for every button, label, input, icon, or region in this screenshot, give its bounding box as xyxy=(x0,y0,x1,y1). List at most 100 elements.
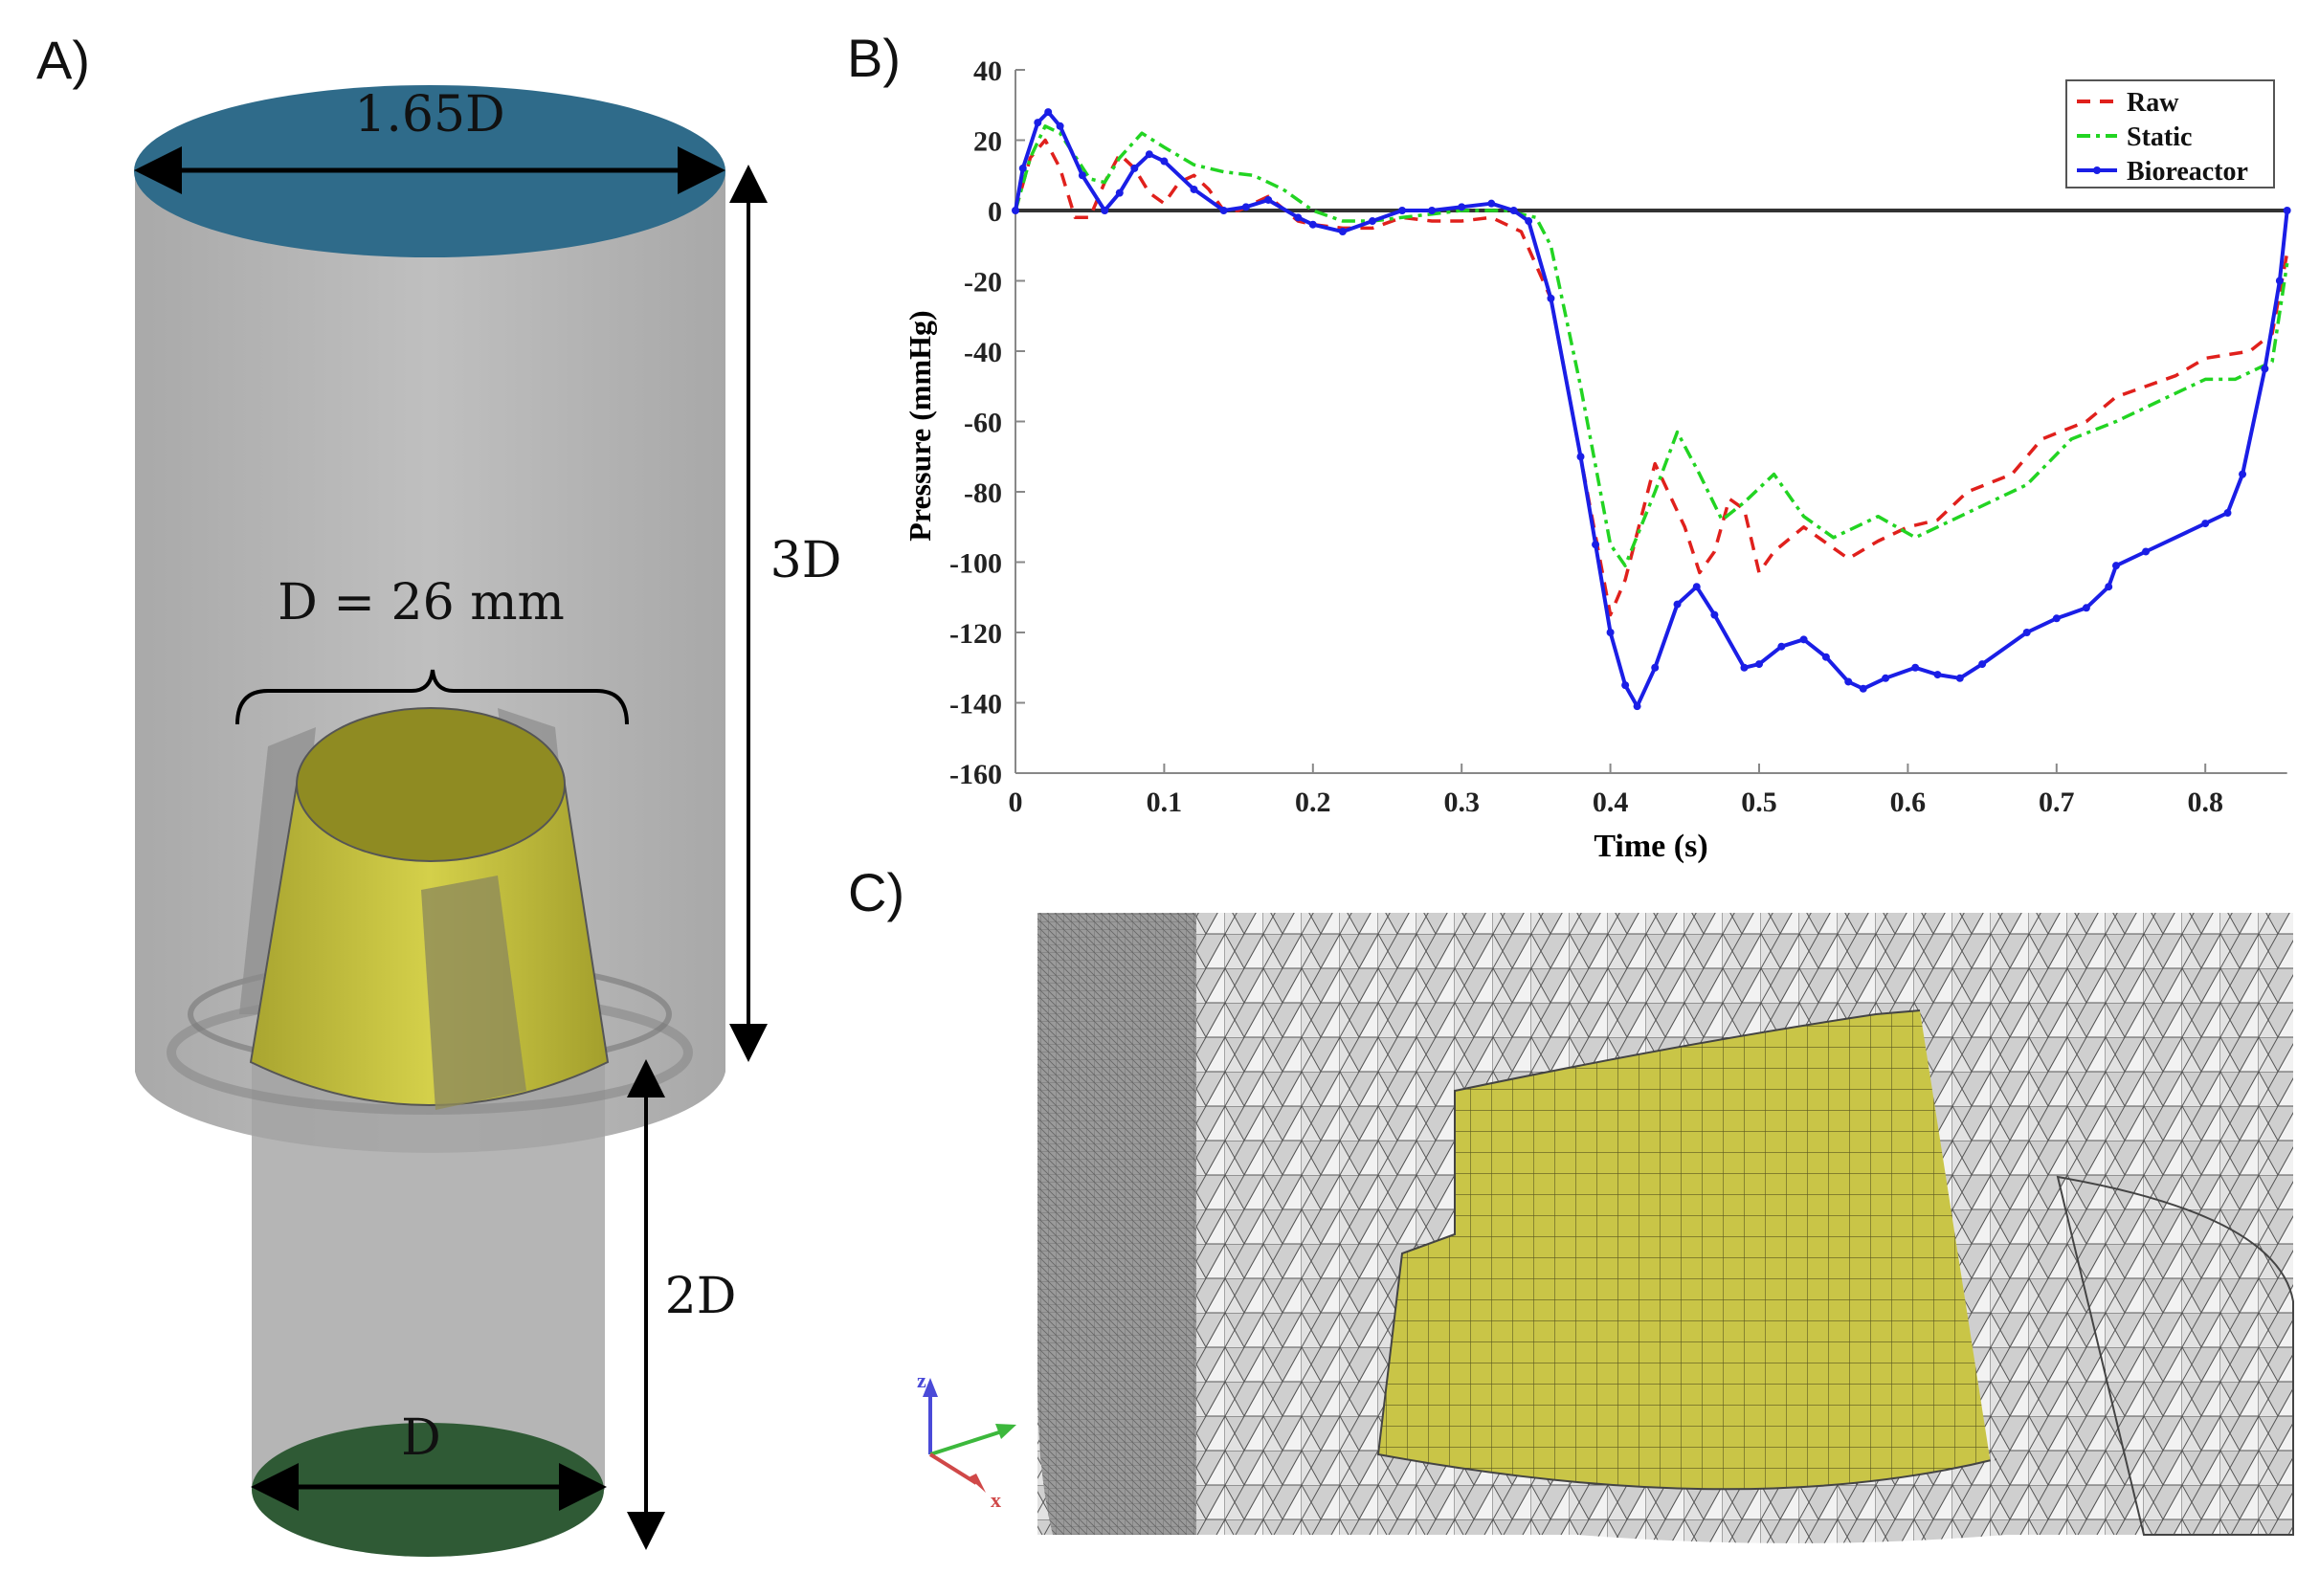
data-point xyxy=(2223,509,2232,518)
data-point xyxy=(1160,157,1169,166)
data-point xyxy=(1692,583,1701,591)
y-tick-label: 0 xyxy=(988,196,1002,228)
data-point xyxy=(1338,228,1347,236)
series-line-bioreactor xyxy=(1014,110,2289,709)
data-point xyxy=(2022,629,2031,636)
data-point xyxy=(1241,203,1250,211)
data-point xyxy=(1777,642,1786,651)
data-point xyxy=(1115,188,1124,197)
lower-cylinder xyxy=(252,1053,605,1490)
data-point xyxy=(2105,583,2113,591)
data-point xyxy=(2142,547,2151,556)
data-point xyxy=(2082,604,2090,612)
x-axis-label: Time (s) xyxy=(1594,829,1707,864)
data-point xyxy=(1592,541,1600,549)
data-point xyxy=(1078,171,1086,180)
legend-label: Static xyxy=(2127,122,2192,152)
y-tick-label: -20 xyxy=(964,267,1002,299)
x-tick-label: 0.5 xyxy=(1741,787,1777,818)
y-tick-label: 40 xyxy=(973,55,1002,87)
data-point xyxy=(1844,677,1853,686)
data-point xyxy=(2239,470,2247,478)
y-tick-label: -80 xyxy=(964,477,1002,509)
data-point xyxy=(1398,207,1407,214)
legend-label: Raw xyxy=(2127,88,2179,118)
x-tick-label: 0.8 xyxy=(2187,787,2223,818)
data-point xyxy=(1859,684,1867,693)
series-line-static xyxy=(1014,124,2289,567)
data-point xyxy=(1673,600,1682,609)
y-tick-label: -140 xyxy=(949,689,1002,720)
data-point xyxy=(1955,674,1964,682)
y-axis-arrow xyxy=(929,1429,1006,1456)
data-point xyxy=(1755,660,1763,669)
x-tick-label: 0.6 xyxy=(1890,787,1927,818)
data-point xyxy=(1576,453,1585,461)
data-point xyxy=(1882,674,1890,682)
diameter-brace xyxy=(235,669,629,725)
data-point xyxy=(1933,671,1942,679)
data-point xyxy=(1034,119,1042,127)
data-point xyxy=(1264,195,1273,204)
data-point xyxy=(1219,207,1228,214)
data-point xyxy=(1606,629,1615,636)
lower-height-label: 2D xyxy=(664,1268,737,1325)
data-point xyxy=(1740,663,1749,672)
coordinate-triad: z x xyxy=(917,1368,1016,1512)
data-point xyxy=(1911,663,1920,672)
bottom-diameter-label: D xyxy=(401,1409,441,1467)
data-point xyxy=(1633,702,1641,711)
legend-label: Bioreactor xyxy=(2127,157,2248,187)
data-point xyxy=(1509,207,1518,214)
panel-b-label: B) xyxy=(847,28,901,88)
x-axis-arrow xyxy=(928,1452,978,1485)
data-point xyxy=(1487,199,1496,208)
x-tick-label: 0.2 xyxy=(1295,787,1331,818)
y-tick-label: -60 xyxy=(964,408,1002,439)
data-point xyxy=(1821,653,1830,661)
data-point xyxy=(1308,220,1317,229)
y-tick-label: 20 xyxy=(973,126,1002,158)
data-point xyxy=(1547,294,1555,302)
data-point xyxy=(1978,660,1987,669)
geometry-diagram xyxy=(134,85,768,1557)
y-axis-label: Pressure (mmHg) xyxy=(903,310,937,541)
data-point xyxy=(1145,150,1153,159)
data-point xyxy=(1799,635,1808,644)
data-point xyxy=(1130,164,1139,172)
data-point xyxy=(1428,207,1437,214)
legend-marker xyxy=(2093,166,2101,174)
data-point xyxy=(2283,207,2291,214)
y-tick-label: -120 xyxy=(949,618,1002,650)
panel-c-label: C) xyxy=(848,862,905,922)
x-tick-label: 0.1 xyxy=(1147,787,1183,818)
data-point xyxy=(2275,277,2284,285)
top-diameter-label: 1.65D xyxy=(354,86,505,144)
data-point xyxy=(1621,681,1630,690)
data-point xyxy=(1012,207,1019,214)
y-tick-label: -100 xyxy=(949,548,1002,580)
data-point xyxy=(1056,122,1064,130)
data-point xyxy=(1044,108,1053,117)
data-point xyxy=(1525,217,1533,226)
data-point xyxy=(2261,365,2269,373)
data-point xyxy=(2201,520,2210,528)
data-point xyxy=(1651,663,1660,672)
data-point xyxy=(1710,610,1719,619)
x-tick-label: 0.4 xyxy=(1593,787,1629,818)
z-axis-label: z xyxy=(917,1368,926,1392)
data-point xyxy=(1368,217,1376,226)
data-point xyxy=(1018,164,1027,172)
x-axis-triad-label: x xyxy=(991,1488,1001,1512)
data-point xyxy=(2111,562,2120,570)
stented-valve xyxy=(249,707,610,1110)
data-point xyxy=(1294,213,1303,222)
data-point xyxy=(1190,185,1198,193)
mesh-render: z x xyxy=(917,913,2294,1543)
diameter-label: D = 26 mm xyxy=(278,574,565,632)
data-point xyxy=(1458,203,1466,211)
data-point xyxy=(1101,207,1109,214)
x-tick-label: 0 xyxy=(1009,787,1023,818)
data-point xyxy=(2052,614,2061,623)
